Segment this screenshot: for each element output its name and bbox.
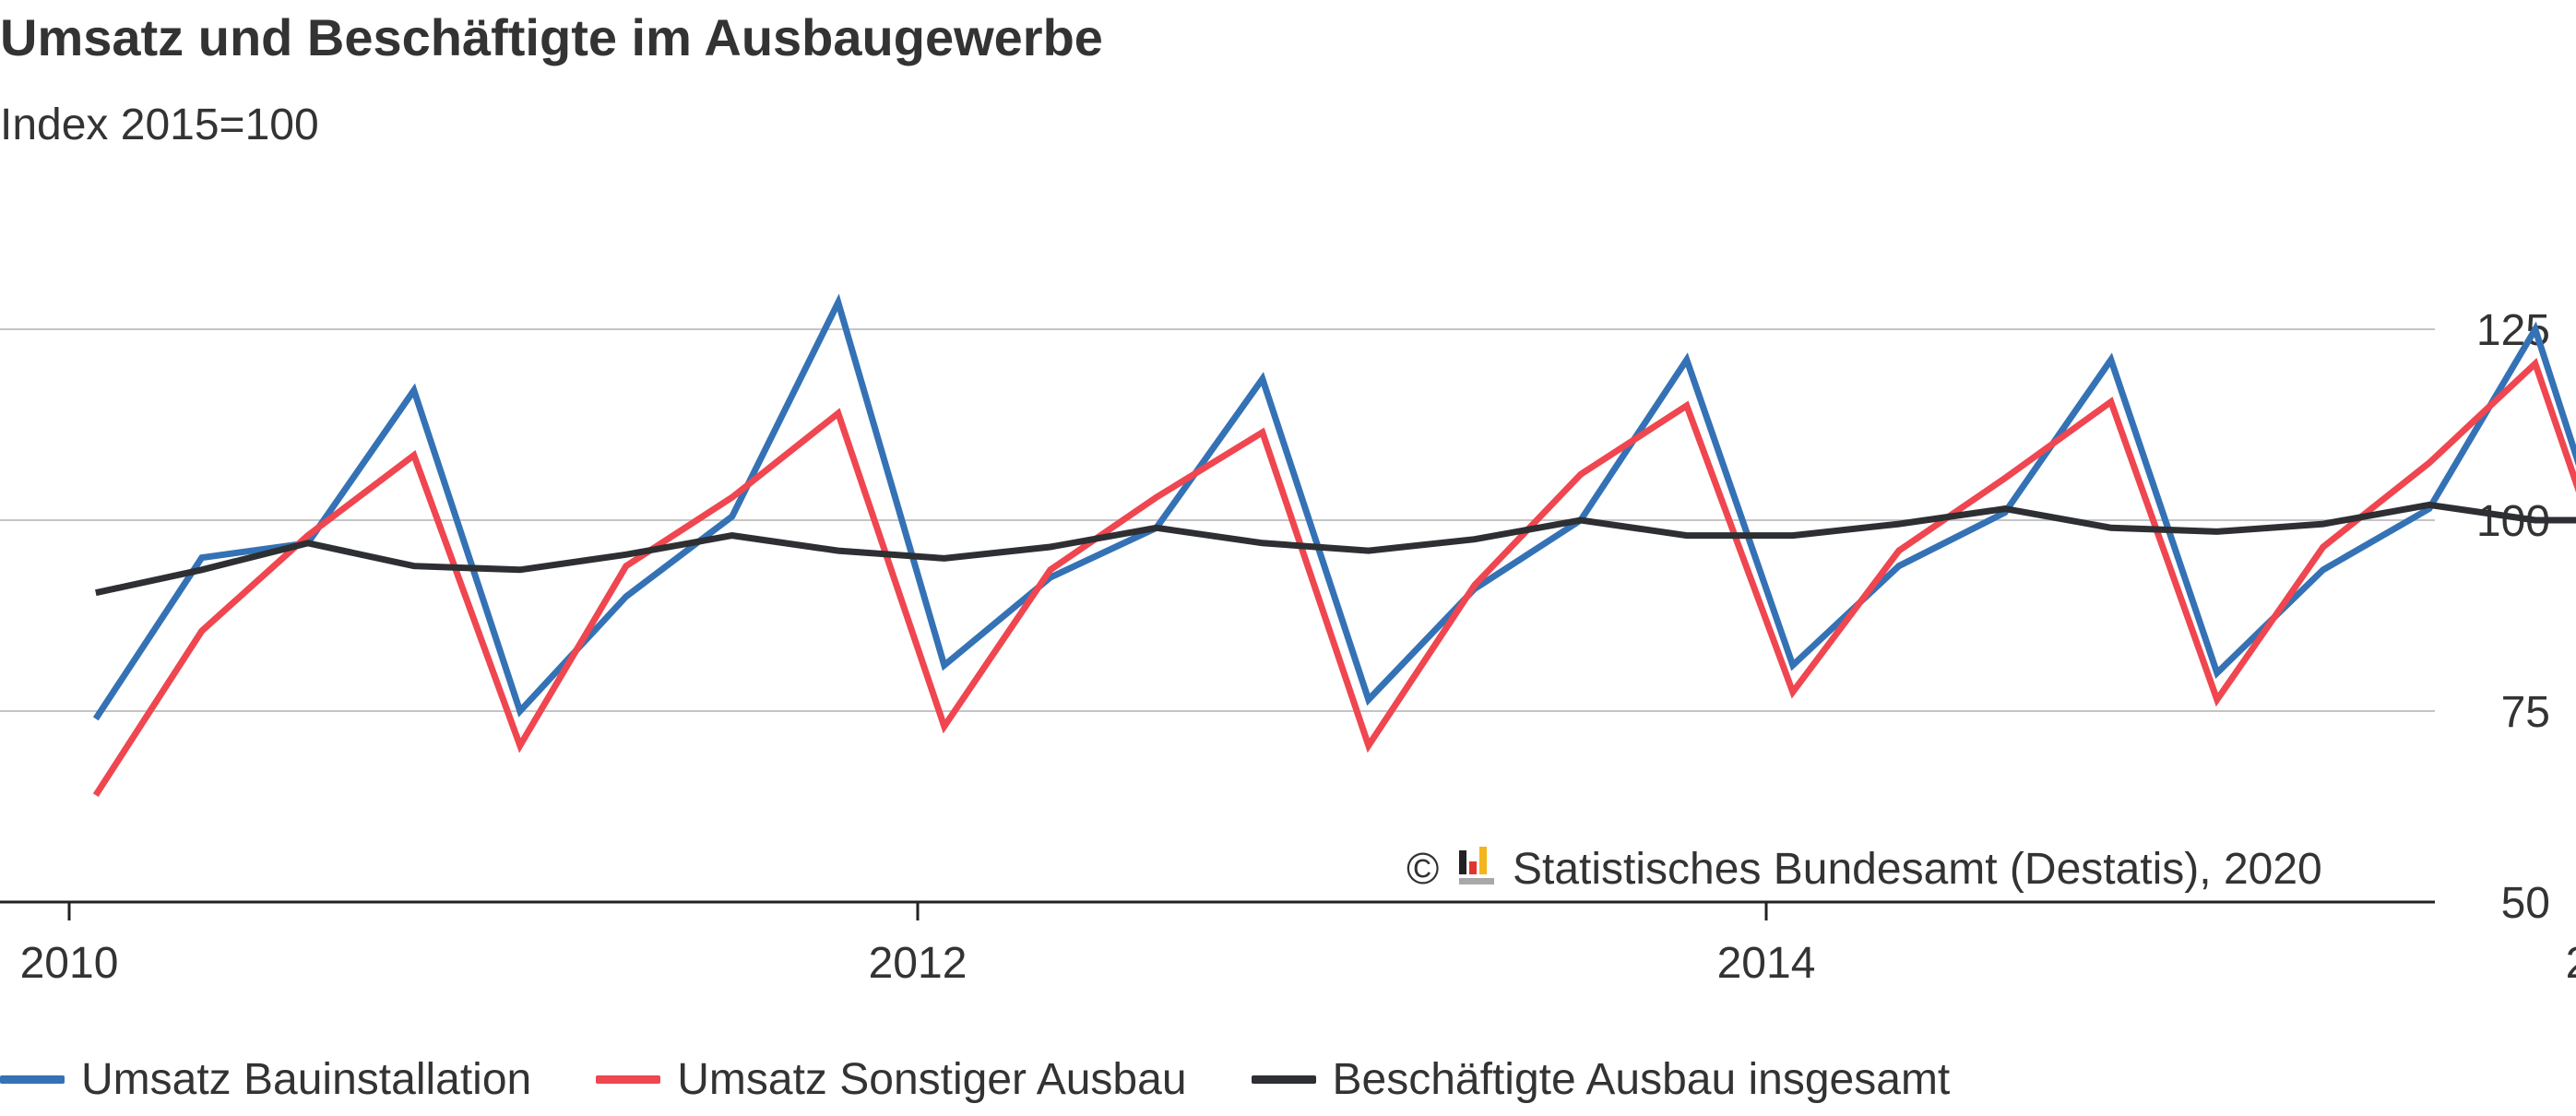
x-tick-label: 2014 xyxy=(1717,939,1816,988)
legend-label: Umsatz Bauinstallation xyxy=(81,1054,532,1104)
legend-swatch xyxy=(596,1074,661,1084)
legend-swatch xyxy=(1251,1074,1316,1084)
legend-item-2: Umsatz Sonstiger Ausbau xyxy=(596,1054,1187,1105)
chart-title: Umsatz und Beschäftigte im Ausbaugewerbe xyxy=(0,8,1103,66)
x-axis-ticks: 201020122014201620182020 xyxy=(20,902,2576,988)
legend-swatch xyxy=(0,1074,65,1084)
y-tick-label: 50 xyxy=(2501,879,2550,928)
legend-label: Umsatz Sonstiger Ausbau xyxy=(677,1054,1187,1104)
copyright-symbol: © xyxy=(1407,845,1439,894)
series-line-1 xyxy=(92,293,2576,721)
credit-note: © Statistisches Bundesamt (Destatis), 20… xyxy=(1407,845,2322,894)
destatis-logo-icon xyxy=(1459,847,1494,884)
credit-text: Statistisches Bundesamt (Destatis), 2020 xyxy=(1513,845,2322,894)
legend-item-3: Beschäftigte Ausbau insgesamt xyxy=(1251,1054,1951,1105)
series-line-2 xyxy=(92,358,2576,797)
legend-label: Beschäftigte Ausbau insgesamt xyxy=(1332,1054,1951,1104)
chart-subtitle: Index 2015=100 xyxy=(0,101,319,149)
x-tick-label: 2016 xyxy=(2566,939,2576,988)
series-line-3 xyxy=(95,501,2576,597)
legend: Umsatz Bauinstallation Umsatz Sonstiger A… xyxy=(0,1051,2014,1107)
x-tick-label: 2012 xyxy=(869,939,967,988)
x-tick-label: 2010 xyxy=(20,939,119,988)
gridlines xyxy=(0,328,2435,712)
y-tick-label: 75 xyxy=(2501,688,2550,737)
legend-item-1: Umsatz Bauinstallation xyxy=(0,1054,531,1105)
series-lines xyxy=(92,293,2576,797)
